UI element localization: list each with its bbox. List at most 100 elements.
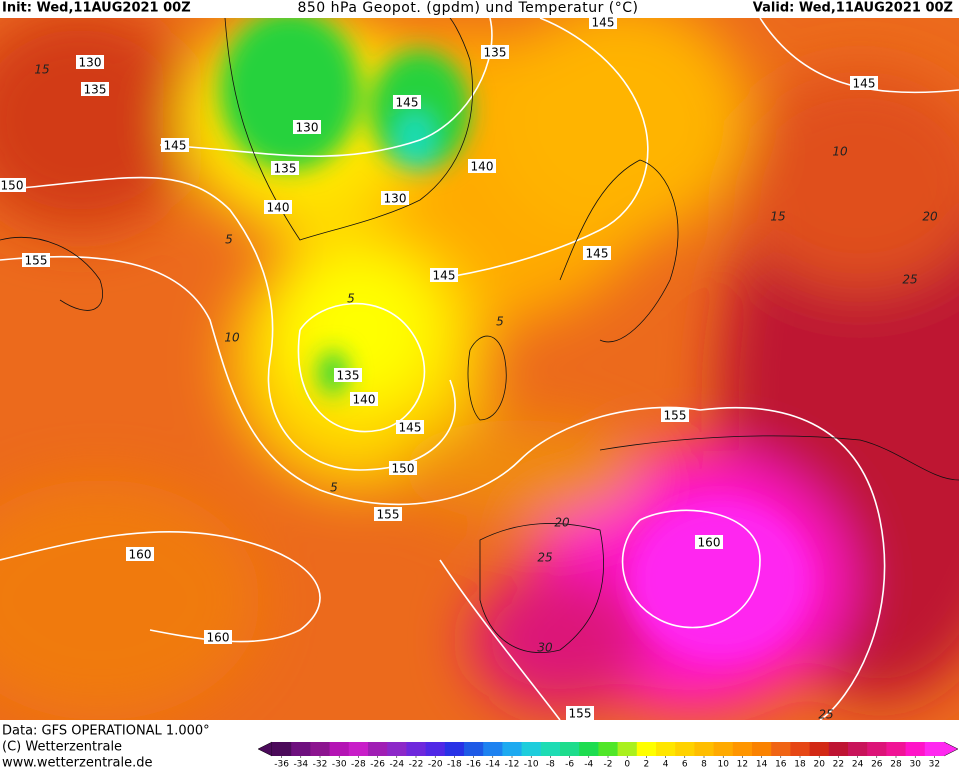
color-swatch <box>387 742 407 756</box>
label-box <box>374 507 402 521</box>
color-bar: -36 -34 -32 -30 -28 -26 -24 -22 -20 -18 -16 -14 -12-… <box>257 741 959 770</box>
color-bar-label: -30 <box>332 760 347 770</box>
color-bar-label: -20 <box>428 760 443 770</box>
color-bar-label: -2 <box>604 760 613 770</box>
geopotential-label: 155 <box>569 707 592 721</box>
color-bar-label: -12 <box>505 760 520 770</box>
label-box <box>481 45 509 59</box>
label-box <box>76 55 104 69</box>
geopotential-label: 145 <box>853 77 876 91</box>
footer-line: www.wetterzentrale.de <box>2 756 152 771</box>
color-swatch <box>905 742 926 756</box>
color-bar-label: 22 <box>833 760 844 770</box>
color-swatch <box>636 742 657 756</box>
color-bar-label: 24 <box>852 760 864 770</box>
temperature-label: 5 <box>347 292 355 306</box>
valid-time: Valid: Wed,11AUG2021 00Z <box>753 1 953 16</box>
label-box <box>81 82 109 96</box>
color-bar-label: -4 <box>584 760 593 770</box>
color-bar-label: 20 <box>813 760 825 770</box>
label-box <box>389 461 417 475</box>
temperature-label: 15 <box>770 210 785 224</box>
label-box <box>22 253 50 267</box>
temperature-label: 5 <box>330 481 338 495</box>
color-bar-label: -8 <box>546 760 555 770</box>
color-swatch <box>752 742 772 756</box>
geopotential-label: 145 <box>164 139 187 153</box>
label-box <box>350 392 378 406</box>
color-bar-label: 18 <box>794 760 806 770</box>
color-bar-label: -32 <box>313 760 328 770</box>
color-bar-label: -24 <box>389 760 404 770</box>
temperature-label: 25 <box>818 708 833 722</box>
temperature-label: 20 <box>554 516 570 530</box>
label-box <box>161 138 189 152</box>
color-bar-label: 26 <box>871 760 883 770</box>
geopotential-label: 135 <box>337 369 360 383</box>
color-swatch <box>809 742 830 756</box>
color-swatch <box>502 742 523 756</box>
color-swatch <box>540 742 561 756</box>
color-swatch <box>713 742 734 756</box>
color-bar-label: 6 <box>682 760 688 770</box>
color-swatch <box>617 742 638 756</box>
color-swatch <box>272 742 292 756</box>
label-box <box>850 76 878 90</box>
label-box <box>264 200 292 214</box>
color-swatch <box>886 742 907 756</box>
label-box <box>334 368 362 382</box>
color-bar-label: -18 <box>447 760 462 770</box>
temperature-label: 25 <box>902 273 917 287</box>
color-bar-arrow <box>257 741 273 757</box>
label-box <box>661 408 689 422</box>
geopotential-label: 145 <box>586 247 609 261</box>
temperature-label: 10 <box>832 145 848 159</box>
geopotential-contours <box>0 18 959 720</box>
geopotential-label: 145 <box>592 16 615 30</box>
color-swatch <box>444 742 465 756</box>
temperature-label: 5 <box>496 315 504 329</box>
temperature-field <box>0 18 959 720</box>
geopotential-label: 130 <box>296 121 319 135</box>
label-box <box>293 120 321 134</box>
color-bar-label: -10 <box>524 760 539 770</box>
label-box <box>0 178 26 192</box>
color-swatch <box>464 742 484 756</box>
color-swatch <box>694 742 715 756</box>
geopotential-label: 135 <box>274 162 297 176</box>
footer-line: (C) Wetterzentrale <box>2 740 122 755</box>
geopotential-label: 160 <box>698 536 721 550</box>
geopotential-label: 140 <box>471 160 494 174</box>
label-box <box>468 159 496 173</box>
temperature-label: 10 <box>224 331 240 345</box>
color-swatch <box>368 742 388 756</box>
color-bar-label: 12 <box>737 760 748 770</box>
color-swatch <box>560 742 580 756</box>
color-bar-label: 14 <box>756 760 768 770</box>
color-bar-label: -6 <box>565 760 574 770</box>
color-bar-label: 8 <box>701 760 707 770</box>
color-bar-label: -16 <box>466 760 481 770</box>
color-bar-label: -28 <box>351 760 366 770</box>
temperature-label: 5 <box>225 233 233 247</box>
color-bar-label: 2 <box>644 760 650 770</box>
color-swatch <box>771 742 791 756</box>
color-bar-label: 10 <box>717 760 729 770</box>
color-swatch <box>924 742 945 756</box>
color-swatch <box>310 742 331 756</box>
geopotential-label: 140 <box>353 393 376 407</box>
color-bar-label: 16 <box>775 760 787 770</box>
color-swatch <box>291 742 311 756</box>
geopotential-label: 160 <box>129 548 152 562</box>
color-bar-label: -26 <box>370 760 385 770</box>
label-box <box>126 547 154 561</box>
geopotential-label: 150 <box>392 462 415 476</box>
geopotential-label: 155 <box>377 508 400 522</box>
geopotential-label: 130 <box>384 192 407 206</box>
color-swatch <box>406 742 427 756</box>
map-title: 850 hPa Geopot. (gpdm) und Temperatur (°… <box>297 0 638 16</box>
label-box <box>695 535 723 549</box>
geopotential-label: 145 <box>433 269 456 283</box>
footer-line: Data: GFS OPERATIONAL 1.000° <box>2 724 210 739</box>
